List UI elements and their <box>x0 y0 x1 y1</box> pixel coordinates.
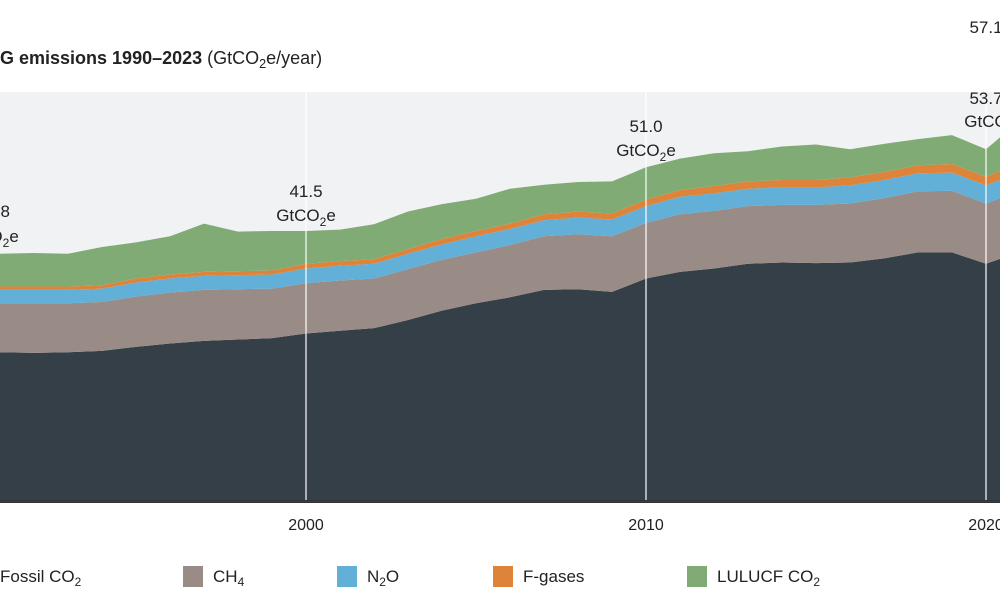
annotation-value: 53.7 <box>969 89 1000 108</box>
legend-item-fossil-co2: Fossil CO2 <box>0 566 82 589</box>
legend-label: Fossil CO2 <box>0 566 82 589</box>
annotation-value: 41.5 <box>289 182 322 201</box>
chart-title: G emissions 1990–2023 (GtCO2e/year) <box>0 48 323 71</box>
x-tick-label: 2000 <box>288 517 324 534</box>
annotation-value: 57.1 <box>969 18 1000 37</box>
annotation-1990: 8 GtCO2e <box>0 202 19 250</box>
area-f-gases <box>0 163 1000 290</box>
annotation-2000: 41.5 GtCO2e <box>276 182 336 229</box>
annotation-value: 51.0 <box>629 117 662 136</box>
legend-item-n2: N2O <box>337 566 399 587</box>
legend-swatch <box>337 566 357 587</box>
area-n2o <box>0 172 1000 304</box>
gridlines <box>305 92 987 500</box>
legend-item-lulucf-co2: LULUCF CO2 <box>687 566 820 587</box>
annotation-2023: 57.1 <box>969 18 1000 37</box>
chart-title-unit: (GtCO2e/year) <box>202 48 323 71</box>
annotation-unit: GtCO2e <box>0 227 19 250</box>
annotation-value: 8 <box>1 202 10 221</box>
legend-label: F-gases <box>523 566 585 586</box>
area-ch4 <box>0 190 1000 353</box>
legend-swatch <box>493 566 513 587</box>
annotation-2010: 51.0 GtCO2e <box>616 117 676 164</box>
area-layers <box>0 135 1000 502</box>
annotation-unit: GtCO <box>964 112 1000 131</box>
annotation-unit: GtCO2e <box>616 141 676 164</box>
area-lulucf-co2 <box>0 135 1000 287</box>
x-tick-label: 2010 <box>628 517 664 534</box>
annotation-2020: 53.7 GtCO <box>964 89 1000 131</box>
legend-swatch <box>183 566 203 587</box>
x-ticks: 2000 2010 2020 <box>288 517 1000 534</box>
legend-label: N2O <box>367 566 400 589</box>
legend-label: CH4 <box>213 566 245 589</box>
x-tick-label: 2020 <box>968 517 1000 534</box>
area-fossil-co2 <box>0 252 1000 502</box>
annotation-unit: GtCO2e <box>276 206 336 229</box>
legend-swatch <box>687 566 707 587</box>
legend: Fossil CO2 CH4 N2O F-gases LULUCF CO2 <box>0 566 1000 590</box>
legend-item-ch4: CH4 <box>183 566 244 587</box>
legend-label: LULUCF CO2 <box>717 566 820 589</box>
chart-title-main: G emissions 1990–2023 <box>0 48 203 68</box>
legend-item-f-gases: F-gases <box>493 566 584 587</box>
annotations: 8 GtCO2e 41.5 GtCO2e 51.0 GtCO2e 53.7 GtCO 57.1 <box>0 18 1000 250</box>
